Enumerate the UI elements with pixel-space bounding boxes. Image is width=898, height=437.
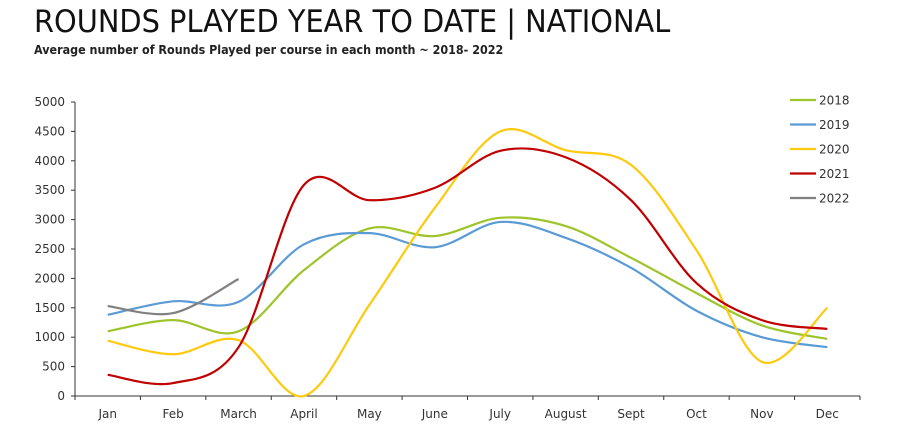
series-line-2018	[107, 216, 828, 341]
y-tick-label: 4500	[34, 124, 65, 138]
legend-label-2019: 2019	[819, 118, 850, 132]
legend-label-2022: 2022	[819, 192, 850, 206]
y-tick-label: 2000	[34, 271, 65, 285]
y-tick-label: 4000	[34, 154, 65, 168]
y-tick-label: 3000	[34, 213, 65, 227]
x-tick-label: Dec	[816, 407, 839, 421]
y-tick-label: 2500	[34, 242, 65, 256]
y-tick-label: 1500	[34, 301, 65, 315]
chart-subtitle: Average number of Rounds Played per cour…	[34, 43, 504, 57]
x-tick-label: Feb	[163, 407, 184, 421]
x-tick-label: Oct	[686, 407, 707, 421]
series-line-2019	[107, 220, 828, 349]
y-tick-label: 0	[57, 389, 65, 403]
x-tick-label: April	[290, 407, 317, 421]
chart-title: ROUNDS PLAYED YEAR TO DATE | NATIONAL	[34, 4, 671, 40]
legend-label-2021: 2021	[819, 167, 850, 181]
x-tick-label: Nov	[750, 407, 773, 421]
x-tick-label: March	[220, 407, 257, 421]
x-tick-label: Jan	[97, 407, 117, 421]
y-tick-label: 5000	[34, 95, 65, 109]
x-tick-label: May	[357, 407, 382, 421]
series-line-2022	[107, 278, 240, 316]
x-tick-label: Sept	[617, 407, 645, 421]
x-tick-label: August	[545, 407, 587, 421]
series-line-2021	[107, 147, 828, 386]
x-tick-label: June	[421, 407, 448, 421]
legend-label-2018: 2018	[819, 94, 850, 108]
y-tick-label: 1000	[34, 330, 65, 344]
legend-label-2020: 2020	[819, 143, 850, 157]
y-tick-label: 500	[42, 360, 65, 374]
y-tick-label: 3500	[34, 183, 65, 197]
x-tick-label: July	[488, 407, 511, 421]
